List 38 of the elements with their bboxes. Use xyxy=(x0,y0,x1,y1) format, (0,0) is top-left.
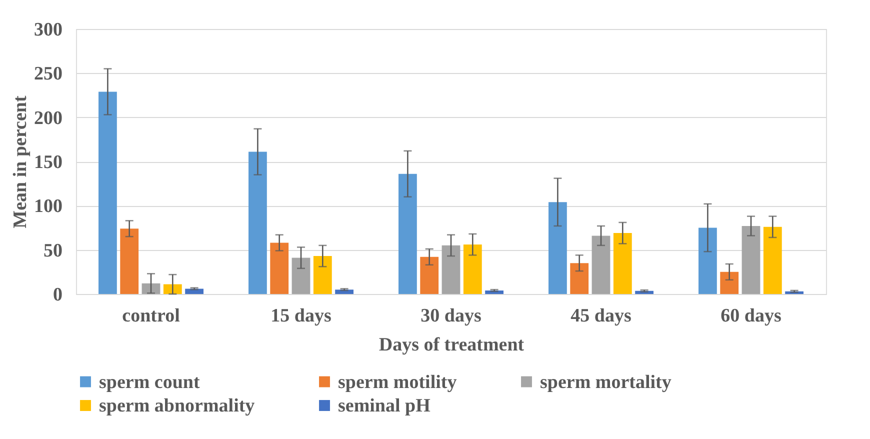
bar xyxy=(442,245,460,294)
bar xyxy=(592,236,610,294)
y-tick-label: 200 xyxy=(34,108,62,129)
x-tick-label: 15 days xyxy=(270,306,332,326)
bar xyxy=(248,152,267,294)
y-tick-label: 150 xyxy=(34,152,62,173)
bar xyxy=(398,174,417,294)
y-tick-label: 250 xyxy=(34,64,62,85)
x-tick-label: 30 days xyxy=(420,306,482,326)
legend-label: sperm count xyxy=(99,372,200,393)
bar xyxy=(698,228,717,294)
bar xyxy=(292,258,310,294)
bar xyxy=(120,228,139,294)
bar xyxy=(270,242,289,294)
bar xyxy=(613,233,632,294)
y-tick-label: 300 xyxy=(34,20,62,40)
y-tick-label: 100 xyxy=(34,196,62,218)
legend-label: sperm abnormality xyxy=(99,396,256,416)
y-axis-title: Mean in percent xyxy=(10,95,31,228)
bar xyxy=(548,202,567,294)
bar xyxy=(185,288,204,294)
x-tick-label: control xyxy=(122,306,180,326)
x-axis-title: Days of treatment xyxy=(378,334,525,356)
bar xyxy=(720,272,739,294)
y-tick-label: 50 xyxy=(44,240,62,262)
bar xyxy=(763,226,782,294)
bar xyxy=(742,226,760,294)
bar xyxy=(313,256,332,294)
y-tick-label: 0 xyxy=(53,284,62,306)
legend-label: sperm mortality xyxy=(540,372,672,393)
bar xyxy=(570,263,589,294)
bar xyxy=(463,244,482,294)
bar xyxy=(98,92,117,294)
bar xyxy=(420,256,439,294)
legend-label: sperm motility xyxy=(338,372,458,393)
x-tick-label: 45 days xyxy=(570,306,632,326)
x-tick-label: 60 days xyxy=(720,306,782,326)
legend-label: seminal pH xyxy=(338,396,431,416)
